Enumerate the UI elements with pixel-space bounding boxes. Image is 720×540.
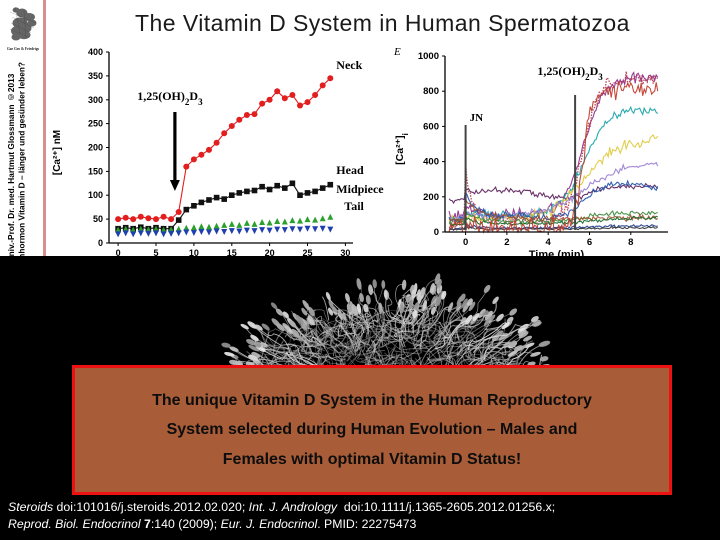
svg-text:time (sec): time (sec) xyxy=(206,259,255,264)
svg-text:0: 0 xyxy=(116,248,121,258)
svg-text:0: 0 xyxy=(98,238,103,248)
svg-text:1,25(OH)2D3: 1,25(OH)2D3 xyxy=(137,89,203,107)
svg-text:250: 250 xyxy=(88,119,103,129)
svg-text:Neck: Neck xyxy=(336,58,362,72)
svg-text:5: 5 xyxy=(153,248,158,258)
svg-text:1000: 1000 xyxy=(418,51,439,62)
svg-text:[Ca²⁺]i: [Ca²⁺]i xyxy=(394,133,410,165)
svg-text:400: 400 xyxy=(88,47,103,57)
svg-text:600: 600 xyxy=(423,121,439,132)
svg-text:25: 25 xyxy=(302,248,312,258)
svg-text:0: 0 xyxy=(434,227,439,238)
svg-text:Head: Head xyxy=(336,163,364,177)
svg-text:800: 800 xyxy=(423,86,439,97)
svg-text:2: 2 xyxy=(504,237,509,248)
svg-text:[Ca²⁺] nM: [Ca²⁺] nM xyxy=(52,130,63,175)
svg-text:300: 300 xyxy=(88,95,103,105)
svg-text:8: 8 xyxy=(628,237,633,248)
svg-text:Midpiece: Midpiece xyxy=(336,182,384,196)
svg-text:4: 4 xyxy=(546,237,552,248)
svg-text:200: 200 xyxy=(88,143,103,153)
svg-text:100: 100 xyxy=(88,190,103,200)
svg-text:1,25(OH)2D3: 1,25(OH)2D3 xyxy=(537,64,603,82)
svg-text:0: 0 xyxy=(463,237,468,248)
svg-text:150: 150 xyxy=(88,166,103,176)
svg-text:15: 15 xyxy=(227,248,237,258)
svg-text:Tail: Tail xyxy=(344,199,364,213)
svg-text:400: 400 xyxy=(423,157,439,168)
svg-text:30: 30 xyxy=(340,248,350,258)
svg-text:350: 350 xyxy=(88,71,103,81)
svg-text:6: 6 xyxy=(587,237,592,248)
svg-text:JN: JN xyxy=(470,112,484,124)
svg-text:E: E xyxy=(393,46,401,58)
svg-text:50: 50 xyxy=(93,214,103,224)
svg-text:20: 20 xyxy=(265,248,275,258)
svg-text:10: 10 xyxy=(189,248,199,258)
svg-text:200: 200 xyxy=(423,192,439,203)
